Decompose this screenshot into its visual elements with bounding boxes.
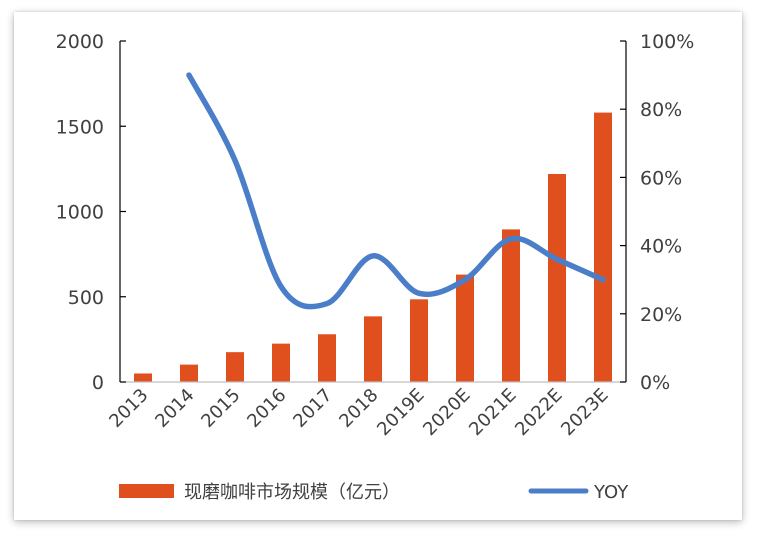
x-tick-label: 2017 [289, 385, 336, 432]
x-tick-label: 2022E [511, 385, 566, 440]
right-tick-label: 40% [640, 236, 682, 258]
left-tick-label: 2000 [56, 31, 104, 53]
right-tick-label: 100% [640, 31, 694, 53]
yoy-line [186, 72, 606, 310]
x-tick-label: 2014 [151, 385, 198, 432]
bar-2016 [272, 343, 290, 382]
left-tick-label: 0 [92, 372, 104, 394]
legend: 现磨咖啡市场规模（亿元） YOY [119, 482, 629, 503]
x-tick-label: 2013 [105, 385, 152, 432]
bar-2022E [548, 173, 566, 382]
right-tick-label: 0% [640, 372, 670, 394]
x-tick-label: 2019E [373, 385, 428, 440]
left-tick-label: 1500 [56, 116, 104, 138]
chart-card: 0 500 1000 1500 2000 0% 20% 40% 60% 80% 100% 2013 20… [14, 12, 742, 520]
x-tick-label: 2020E [419, 385, 474, 440]
bar-2018 [364, 316, 382, 382]
left-tick-label: 1000 [56, 202, 104, 224]
bar-series [134, 112, 612, 383]
bar-2013 [134, 373, 152, 382]
bar-2015 [226, 352, 244, 382]
bar-2021E [502, 229, 520, 382]
x-tick-label: 2021E [465, 385, 520, 440]
x-tick-label: 2023E [557, 385, 612, 440]
legend-bar-label: 现磨咖啡市场规模（亿元） [184, 482, 400, 503]
x-tick-label: 2015 [197, 385, 244, 432]
x-tick-label: 2016 [243, 385, 290, 432]
bar-2017 [318, 334, 336, 382]
bar-2014 [180, 364, 198, 382]
legend-line-label: YOY [593, 482, 629, 503]
yoy-series [186, 72, 606, 310]
right-tick-label: 80% [640, 99, 682, 121]
legend-bar-swatch [119, 484, 174, 498]
combo-chart: 05001000150020000%20%40%60%80%100%201320… [56, 31, 695, 503]
bar-2019E [410, 299, 428, 382]
left-tick-label: 500 [68, 287, 104, 309]
right-tick-label: 20% [640, 304, 682, 326]
right-tick-label: 60% [640, 167, 682, 189]
bar-2020E [456, 274, 474, 382]
bar-2023E [594, 112, 612, 383]
